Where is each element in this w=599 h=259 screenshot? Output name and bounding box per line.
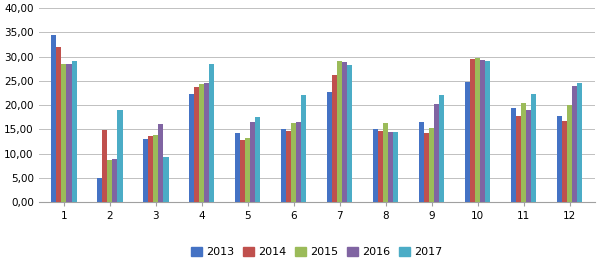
- Bar: [439, 95, 444, 202]
- Bar: [149, 136, 153, 202]
- Bar: [52, 35, 56, 202]
- Bar: [286, 131, 291, 202]
- Bar: [347, 65, 352, 202]
- Bar: [301, 95, 307, 202]
- Bar: [107, 160, 113, 202]
- Bar: [189, 95, 194, 202]
- Bar: [194, 87, 199, 202]
- Bar: [250, 122, 255, 202]
- Bar: [240, 140, 245, 202]
- Bar: [164, 157, 168, 202]
- Bar: [485, 61, 490, 202]
- Bar: [475, 57, 480, 202]
- Bar: [577, 83, 582, 202]
- Bar: [297, 122, 301, 202]
- Bar: [434, 104, 439, 202]
- Bar: [327, 91, 332, 202]
- Bar: [424, 133, 429, 202]
- Bar: [562, 121, 567, 202]
- Bar: [378, 131, 383, 202]
- Bar: [516, 116, 521, 202]
- Bar: [337, 61, 342, 202]
- Bar: [465, 82, 470, 202]
- Bar: [342, 62, 347, 202]
- Bar: [143, 139, 149, 202]
- Bar: [394, 132, 398, 202]
- Bar: [62, 64, 66, 202]
- Bar: [429, 128, 434, 202]
- Bar: [567, 105, 572, 202]
- Bar: [480, 60, 485, 202]
- Bar: [419, 122, 424, 202]
- Bar: [158, 124, 164, 202]
- Bar: [511, 109, 516, 202]
- Bar: [470, 59, 475, 202]
- Bar: [557, 116, 562, 202]
- Bar: [113, 159, 117, 202]
- Bar: [531, 95, 536, 202]
- Bar: [210, 64, 214, 202]
- Bar: [388, 132, 394, 202]
- Bar: [526, 110, 531, 202]
- Bar: [521, 103, 526, 202]
- Bar: [117, 110, 123, 202]
- Bar: [97, 178, 102, 202]
- Bar: [102, 130, 107, 202]
- Bar: [245, 138, 250, 202]
- Bar: [56, 47, 62, 202]
- Bar: [71, 61, 77, 202]
- Bar: [383, 123, 388, 202]
- Bar: [572, 86, 577, 202]
- Bar: [66, 64, 71, 202]
- Bar: [153, 135, 158, 202]
- Bar: [204, 83, 210, 202]
- Bar: [332, 75, 337, 202]
- Bar: [281, 129, 286, 202]
- Bar: [199, 84, 204, 202]
- Bar: [373, 129, 378, 202]
- Bar: [235, 133, 240, 202]
- Bar: [291, 123, 297, 202]
- Legend: 2013, 2014, 2015, 2016, 2017: 2013, 2014, 2015, 2016, 2017: [186, 242, 447, 259]
- Bar: [255, 117, 261, 202]
